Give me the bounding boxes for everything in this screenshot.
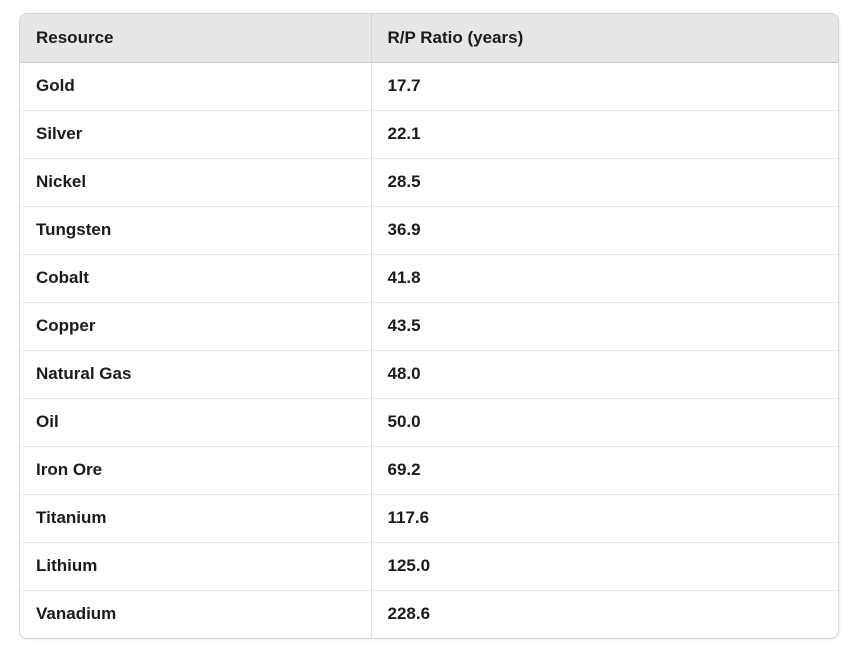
- table-row: Iron Ore 69.2: [20, 446, 838, 495]
- ratio-cell: 228.6: [371, 590, 838, 638]
- ratio-cell: 125.0: [371, 542, 838, 591]
- table-header-row: Resource R/P Ratio (years): [20, 14, 838, 63]
- resource-cell: Natural Gas: [20, 350, 372, 399]
- table-row: Vanadium 228.6: [20, 590, 838, 638]
- ratio-cell: 117.6: [371, 494, 838, 543]
- table-row: Nickel 28.5: [20, 158, 838, 207]
- column-header-rp-ratio: R/P Ratio (years): [371, 14, 838, 63]
- resource-cell: Copper: [20, 302, 372, 351]
- ratio-cell: 41.8: [371, 254, 838, 303]
- column-header-resource: Resource: [20, 14, 372, 63]
- ratio-cell: 28.5: [371, 158, 838, 207]
- table-row: Copper 43.5: [20, 302, 838, 351]
- table-header: Resource R/P Ratio (years): [20, 14, 838, 63]
- table-row: Cobalt 41.8: [20, 254, 838, 303]
- resource-cell: Gold: [20, 62, 372, 111]
- table-row: Silver 22.1: [20, 110, 838, 159]
- resource-cell: Cobalt: [20, 254, 372, 303]
- ratio-cell: 69.2: [371, 446, 838, 495]
- resource-cell: Nickel: [20, 158, 372, 207]
- resource-cell: Vanadium: [20, 590, 372, 638]
- resource-cell: Silver: [20, 110, 372, 159]
- resource-cell: Tungsten: [20, 206, 372, 255]
- ratio-cell: 36.9: [371, 206, 838, 255]
- table-row: Oil 50.0: [20, 398, 838, 447]
- table-row: Lithium 125.0: [20, 542, 838, 591]
- table-row: Natural Gas 48.0: [20, 350, 838, 399]
- resource-cell: Lithium: [20, 542, 372, 591]
- resource-ratio-table: Resource R/P Ratio (years) Gold 17.7 Silve…: [19, 13, 839, 639]
- resource-cell: Titanium: [20, 494, 372, 543]
- ratio-cell: 50.0: [371, 398, 838, 447]
- table-row: Gold 17.7: [20, 62, 838, 111]
- resource-cell: Iron Ore: [20, 446, 372, 495]
- resource-cell: Oil: [20, 398, 372, 447]
- ratio-cell: 43.5: [371, 302, 838, 351]
- ratio-cell: 48.0: [371, 350, 838, 399]
- table-row: Titanium 117.6: [20, 494, 838, 543]
- ratio-cell: 22.1: [371, 110, 838, 159]
- table-row: Tungsten 36.9: [20, 206, 838, 255]
- data-table: Resource R/P Ratio (years) Gold 17.7 Silve…: [20, 14, 838, 638]
- ratio-cell: 17.7: [371, 62, 838, 111]
- table-body: Gold 17.7 Silver 22.1 Nickel 28.5 Tungsten 36.9…: [20, 62, 838, 638]
